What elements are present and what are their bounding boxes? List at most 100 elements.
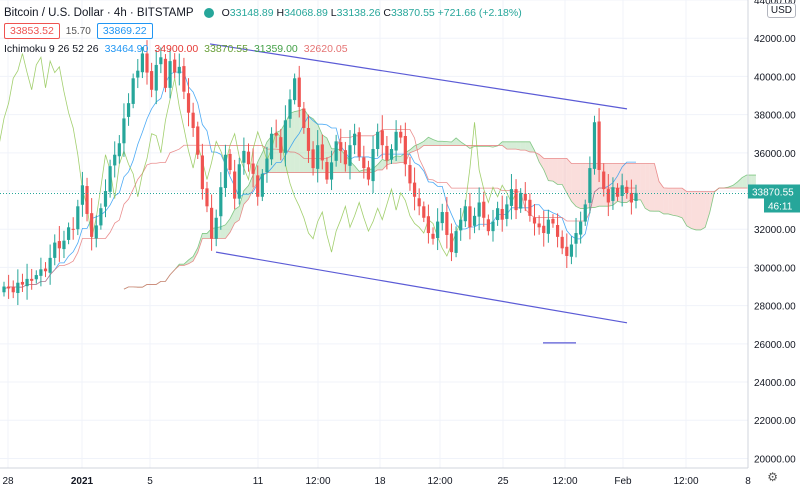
candle-body [39,269,43,276]
candle-body [99,208,103,226]
y-tick-label: 22000.00 [754,416,796,427]
cloud-segment [672,188,678,217]
low-value: 33138.26 [336,7,381,19]
indicator-span-b: 32620.05 [303,43,348,55]
cloud-segment [552,158,558,185]
gear-icon[interactable]: ⚙ [767,470,778,484]
candle-body [449,233,454,253]
price-tag-label: 33870.55 [752,187,794,198]
candle-body [366,167,371,180]
candle-body [154,64,158,91]
cloud-segment [682,188,687,226]
candle-body [477,202,481,217]
cloud-segment [691,191,696,230]
low-label: L [330,7,337,19]
candle-body [496,208,500,221]
candle-body [71,228,75,230]
candle-body [260,173,264,197]
candle-body [80,185,85,205]
candle-body [196,126,200,155]
candle-body [569,244,574,257]
x-tick-label: 12:00 [673,476,698,487]
cloud-segment [451,137,457,146]
candle-body [472,215,477,226]
candle-body [417,198,421,207]
candle-body [48,257,52,273]
candle-body [611,187,615,201]
candle-body [163,58,168,88]
indicator-base: 34900.00 [154,43,199,55]
cloud-segment [239,190,244,221]
candle-body [403,136,407,165]
candle-body [53,242,57,258]
cloud-segment [506,141,512,150]
candle-body [509,189,514,206]
x-tick-label: 2021 [71,476,94,487]
x-tick-label: 25 [497,476,509,487]
candle-body [30,278,34,281]
buy-button[interactable]: 33869.22 [96,23,153,39]
cloud-segment [516,141,521,151]
candle-body [422,206,426,218]
candle-body [228,153,232,171]
candle-body [343,150,347,165]
symbol-title[interactable]: Bitcoin / U.S. Dollar · 4h · BITSTAMP [4,7,194,19]
candle-body [186,93,191,113]
candle-body [177,66,181,74]
candle-body [76,206,80,230]
candle-body [320,144,324,161]
candle-body [43,268,48,272]
cloud-segment [520,141,526,151]
indicator-row[interactable]: Ichimoku 9 26 52 26 33464.90 34900.00 33… [4,40,522,58]
cloud-segment [220,224,226,239]
candle-body [357,132,361,157]
cloud-segment [248,174,254,200]
market-status-icon [203,8,214,18]
candle-body [20,281,25,285]
cloud-segment [525,141,530,152]
countdown-tag-label: 46:11 [768,201,793,212]
candle-body [565,246,569,256]
cloud-segment [442,141,447,146]
candle-body [131,78,135,104]
sell-button[interactable]: 33853.52 [4,23,60,39]
high-value: 34068.89 [284,7,328,19]
legend: Bitcoin / U.S. Dollar · 4h · BITSTAMP O3… [4,4,522,58]
candle-body [468,206,472,228]
candle-body [2,286,6,293]
cloud-segment [668,188,673,216]
candle-body [412,182,417,197]
y-tick-label: 24000.00 [754,378,796,389]
candle-body [592,122,597,169]
cloud-segment [566,158,572,202]
candle-body [528,199,532,216]
cloud-segment [695,191,701,230]
candle-body [362,157,366,169]
currency-button[interactable]: USD [766,3,796,18]
candle-body [140,53,144,73]
cloud-segment [502,141,507,150]
candle-body [371,148,375,182]
candle-body [246,151,251,165]
y-tick-label: 36000.00 [754,149,796,160]
price-tag [748,184,800,199]
x-tick-label: 12:00 [427,476,452,487]
cloud-segment [193,247,198,262]
x-tick-label: 18 [374,476,386,487]
cloud-segment [377,159,383,170]
cloud-segment [294,110,300,173]
grid [0,0,749,468]
cloud-segment [202,233,207,239]
cloud-segment [622,163,627,203]
candle-body [634,192,638,201]
candle-body [214,217,218,239]
candle-body [583,204,587,222]
indicator-conversion: 33464.90 [104,43,149,55]
cloud-segment [396,155,401,164]
candle-body [297,77,301,107]
candle-body [122,118,126,144]
candle-body [555,225,560,237]
ohlc-values: O33148.89 H34068.89 L33138.26 C33870.55 … [222,7,522,19]
